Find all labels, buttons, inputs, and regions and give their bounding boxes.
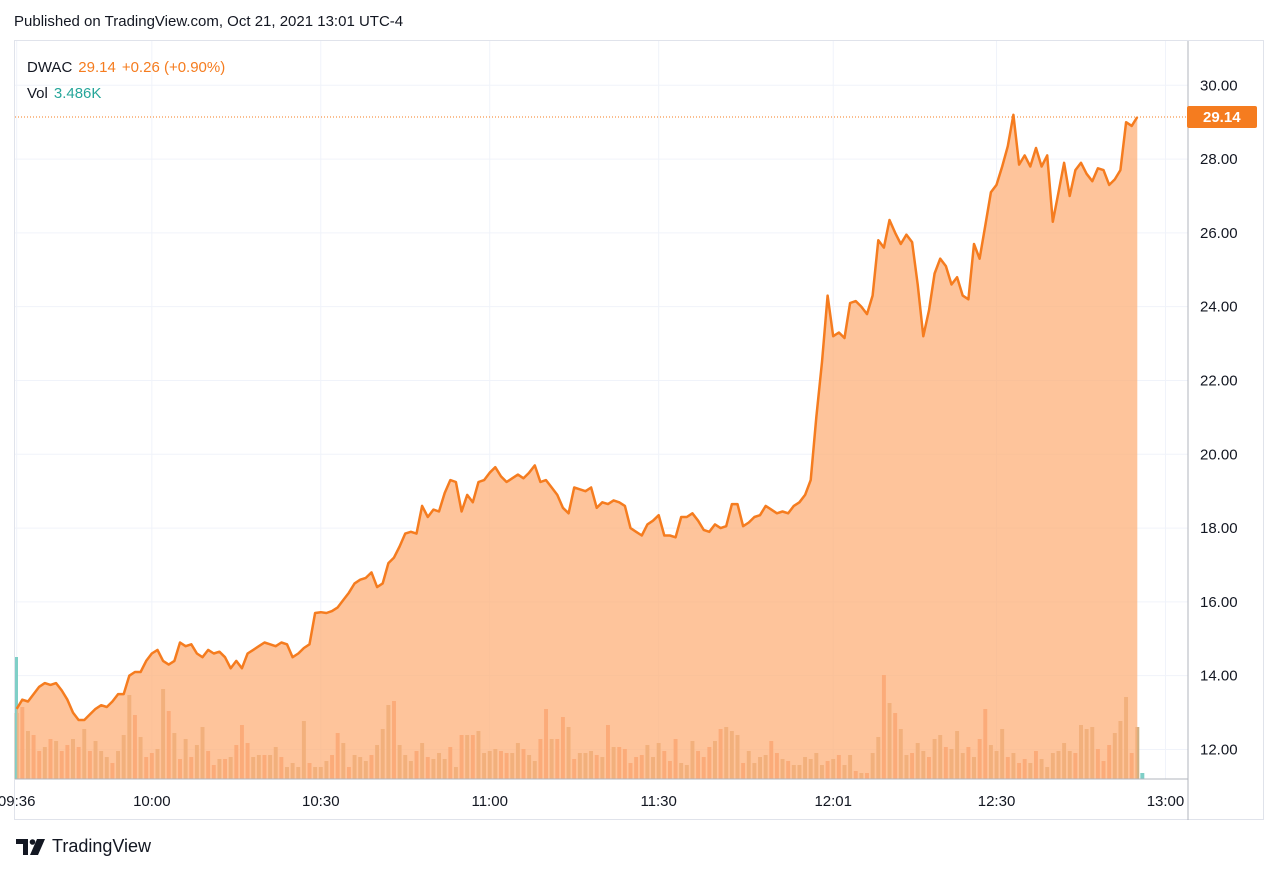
price-series: [15, 113, 1139, 780]
y-tick-label: 24.00: [1200, 299, 1238, 316]
y-tick-label: 14.00: [1200, 668, 1238, 685]
legend-change: +0.26 (+0.90%): [121, 59, 226, 76]
x-tick-label: 11:00: [471, 793, 507, 810]
chart-axes: 12.00 14.00 16.00 18.00 20.00 22.00 24.00 26.00…: [0, 41, 1238, 820]
x-tick-label: 12:01: [814, 793, 852, 810]
tradingview-footer[interactable]: TradingView: [16, 836, 151, 857]
y-tick-label: 22.00: [1200, 372, 1238, 389]
chart-frame: [14, 40, 1264, 820]
x-tick-label: 13:00: [1147, 793, 1185, 810]
y-tick-label: 28.00: [1200, 151, 1238, 168]
y-tick-label: 26.00: [1200, 225, 1238, 242]
legend-symbol[interactable]: DWAC: [27, 59, 73, 76]
legend-vol-label[interactable]: Vol: [27, 85, 48, 102]
legend-price: 29.14: [78, 59, 116, 76]
y-tick-label: 12.00: [1200, 741, 1238, 758]
volume-bar: [15, 657, 18, 779]
y-tick-label: 20.00: [1200, 446, 1238, 463]
x-tick-label: 12:30: [978, 793, 1016, 810]
x-tick-label: 10:00: [133, 793, 171, 810]
volume-bar: [1135, 727, 1140, 779]
tradingview-logo-icon: [16, 838, 45, 855]
x-tick-label: 10:30: [302, 793, 340, 810]
x-tick-label: 09:36: [0, 793, 35, 810]
legend-vol-value: 3.486K: [53, 85, 102, 102]
chart-legend: DWAC 29.14 +0.26 (+0.90%) Vol 3.486K: [27, 55, 225, 107]
y-tick-label: 16.00: [1200, 594, 1238, 611]
x-tick-label: 11:30: [640, 793, 676, 810]
footer-brand: TradingView: [52, 836, 152, 856]
last-price-tag: [1187, 106, 1257, 129]
y-tick-label: 18.00: [1200, 520, 1238, 537]
price-line: [15, 113, 1139, 722]
last-price-marker: 29.14: [15, 106, 1257, 129]
price-area: [16, 114, 1138, 780]
volume-bar: [1140, 773, 1145, 779]
published-caption: Published on TradingView.com, Oct 21, 20…: [14, 13, 404, 30]
last-price-tag-label: 29.14: [1203, 109, 1241, 126]
y-tick-label: 30.00: [1200, 77, 1238, 94]
